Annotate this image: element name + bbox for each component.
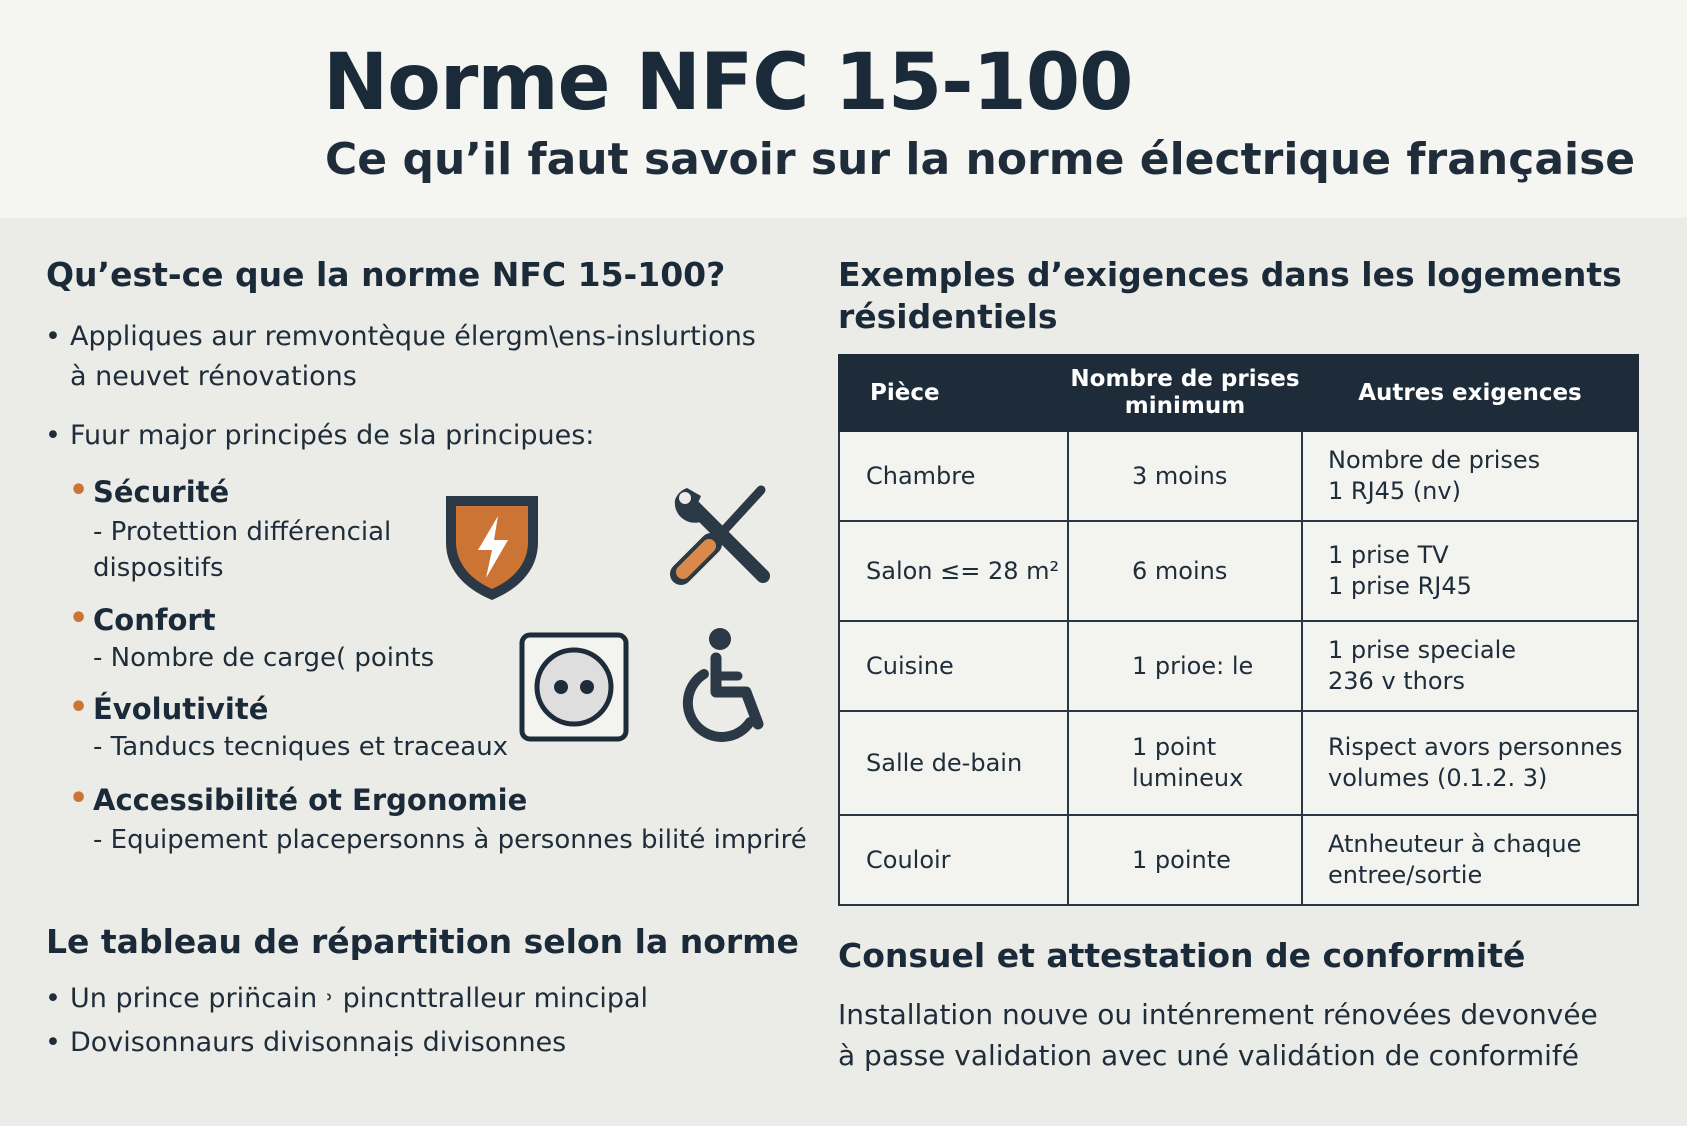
bullet-dot: • [45, 420, 61, 451]
wheelchair-icon [682, 628, 764, 742]
principle-desc: - Tanducs tecniques et traceaux [93, 732, 509, 762]
orange-bullet: • [69, 781, 89, 816]
bullet-dot: • [45, 983, 61, 1014]
table-cell: 1 prioe: le [1067, 620, 1303, 712]
orange-bullet: • [69, 473, 89, 508]
intro-bullet-text: Appliques aur remvontèque élergm\ens-ins… [70, 321, 756, 392]
intro-bullet: • Appliques aur remvontèque élergm\ens-i… [45, 317, 770, 397]
table-cell: 1 prise speciale 236 v thors [1301, 620, 1639, 712]
table-cell: Salle de-bain [838, 710, 1069, 816]
principle-desc: - Equipement placepersonns à personnes b… [93, 825, 807, 855]
principle-title: Confort [93, 603, 216, 637]
orange-bullet: • [69, 601, 89, 636]
tools-icon [670, 485, 770, 585]
intro-bullet: • Fuur major principés de sla principues… [45, 416, 770, 456]
table-row: Salle de-bain 1 point lumineux Rispect a… [838, 710, 1639, 816]
col-header-prises: Nombre de prises minimum [1067, 354, 1303, 432]
table-row: Couloir 1 pointe Atnheuteur à chaque ent… [838, 814, 1639, 906]
table-header-row: Pièce Nombre de prises minimum Autres ex… [838, 354, 1639, 432]
power-outlet-icon [519, 632, 629, 742]
principle-title: Accessibilité ot Ergonomie [93, 783, 528, 817]
table-cell: 1 prise TV 1 prise RJ45 [1301, 520, 1639, 622]
principle-desc: - Protettion différencial dispositifs [93, 517, 392, 583]
bullet-dot: • [45, 321, 61, 352]
table-cell: Cuisine [838, 620, 1069, 712]
bullet-dot: • [45, 1027, 61, 1058]
table-cell: Atnheuteur à chaque entree/sortie [1301, 814, 1639, 906]
page-subtitle: Ce qu’il faut savoir sur la norme électr… [325, 134, 1636, 185]
principle-desc: - Nombre de carge( points [93, 643, 435, 673]
table-cell: Chambre [838, 430, 1069, 522]
principle-accessibilite: • Accessibilité ot Ergonomie [69, 781, 528, 817]
tableau-bullet-text: Un prince prin̈cain ˒ pincnttralleur min… [70, 983, 649, 1014]
principle-title: Sécurité [93, 475, 230, 509]
col-header-piece: Pièce [838, 354, 1069, 432]
table-row: Cuisine 1 prioe: le 1 prise speciale 236… [838, 620, 1639, 712]
col-header-autres: Autres exigences [1301, 354, 1639, 432]
table-cell: 3 moins [1067, 430, 1303, 522]
principle-securite: • Sécurité [69, 473, 230, 509]
examples-heading: Exemples d’exigences dans les logements … [838, 255, 1622, 336]
shield-lightning-icon [446, 496, 538, 600]
intro-heading: Qu’est-ce que la norme NFC 15-100? [46, 255, 726, 294]
table-cell: 1 point lumineux [1067, 710, 1303, 816]
table-cell: 6 moins [1067, 520, 1303, 622]
principle-confort: • Confort [69, 601, 216, 637]
tableau-heading: Le tableau de répartition selon la norme [46, 922, 799, 961]
principle-title: Évolutivité [93, 692, 269, 726]
consuel-heading: Consuel et attestation de conformité [838, 936, 1526, 975]
tableau-bullet: • Un prince prin̈cain ˒ pincnttralleur m… [45, 979, 770, 1019]
table-row: Chambre 3 moins Nombre de prises 1 RJ45 … [838, 430, 1639, 522]
table-cell: Couloir [838, 814, 1069, 906]
header-band: Norme NFC 15-100 Ce qu’il faut savoir su… [0, 0, 1687, 218]
table-row: Salon ≤= 28 m² 6 moins 1 prise TV 1 pris… [838, 520, 1639, 622]
requirements-table: Pièce Nombre de prises minimum Autres ex… [838, 354, 1639, 906]
tableau-bullet: • Dovisonnaurs divisonnaịs divisonnes [45, 1023, 770, 1063]
table-cell: Salon ≤= 28 m² [838, 520, 1069, 622]
consuel-text: Installation nouve ou inténrement rénové… [838, 998, 1598, 1072]
table-cell: 1 pointe [1067, 814, 1303, 906]
orange-bullet: • [69, 690, 89, 725]
intro-bullet-text: Fuur major principés de sla principues: [70, 420, 595, 451]
table-cell: Rispect avors personnes volumes (0.1.2. … [1301, 710, 1639, 816]
tableau-bullet-text: Dovisonnaurs divisonnaịs divisonnes [70, 1027, 567, 1058]
principle-evolutivite: • Évolutivité [69, 690, 269, 726]
table-cell: Nombre de prises 1 RJ45 (nv) [1301, 430, 1639, 522]
page-title: Norme NFC 15-100 [323, 38, 1133, 128]
